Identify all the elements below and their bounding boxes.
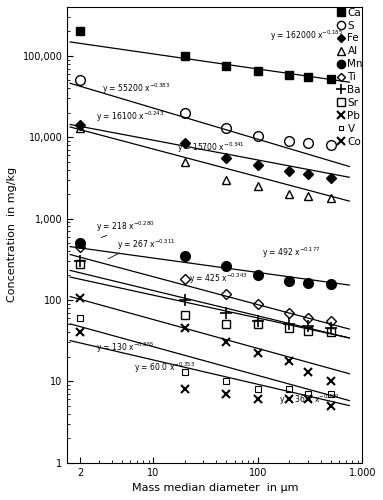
Text: y = 425 x$^{-0.343}$: y = 425 x$^{-0.343}$: [189, 271, 248, 285]
Text: y = 36.4 x$^{-0.299}$: y = 36.4 x$^{-0.299}$: [279, 393, 340, 407]
X-axis label: Mass median diameter  in μm: Mass median diameter in μm: [131, 483, 298, 493]
Text: y = 162000 x$^{-0.185}$: y = 162000 x$^{-0.185}$: [270, 28, 343, 43]
Text: y = 130 x$^{-0.355}$: y = 130 x$^{-0.355}$: [96, 340, 154, 355]
Text: y = 492 x$^{-0.177}$: y = 492 x$^{-0.177}$: [262, 246, 321, 260]
Text: y = 15700 x$^{-0.341}$: y = 15700 x$^{-0.341}$: [177, 141, 245, 156]
Text: y = 60.0 x$^{-0.353}$: y = 60.0 x$^{-0.353}$: [134, 360, 195, 375]
Y-axis label: Concentration  in mg/kg: Concentration in mg/kg: [7, 167, 17, 302]
Text: y = 55200 x$^{-0.383}$: y = 55200 x$^{-0.383}$: [101, 82, 170, 96]
Text: y = 16100 x$^{-0.243}$: y = 16100 x$^{-0.243}$: [96, 110, 164, 124]
Text: y = 267 x$^{-0.311}$: y = 267 x$^{-0.311}$: [117, 238, 176, 252]
Text: y = 218 x$^{-0.280}$: y = 218 x$^{-0.280}$: [96, 220, 154, 234]
Legend: Ca, S, Fe, Al, Mn, Ti, Ba, Sr, Pb, V, Co: Ca, S, Fe, Al, Mn, Ti, Ba, Sr, Pb, V, Co: [338, 8, 363, 147]
